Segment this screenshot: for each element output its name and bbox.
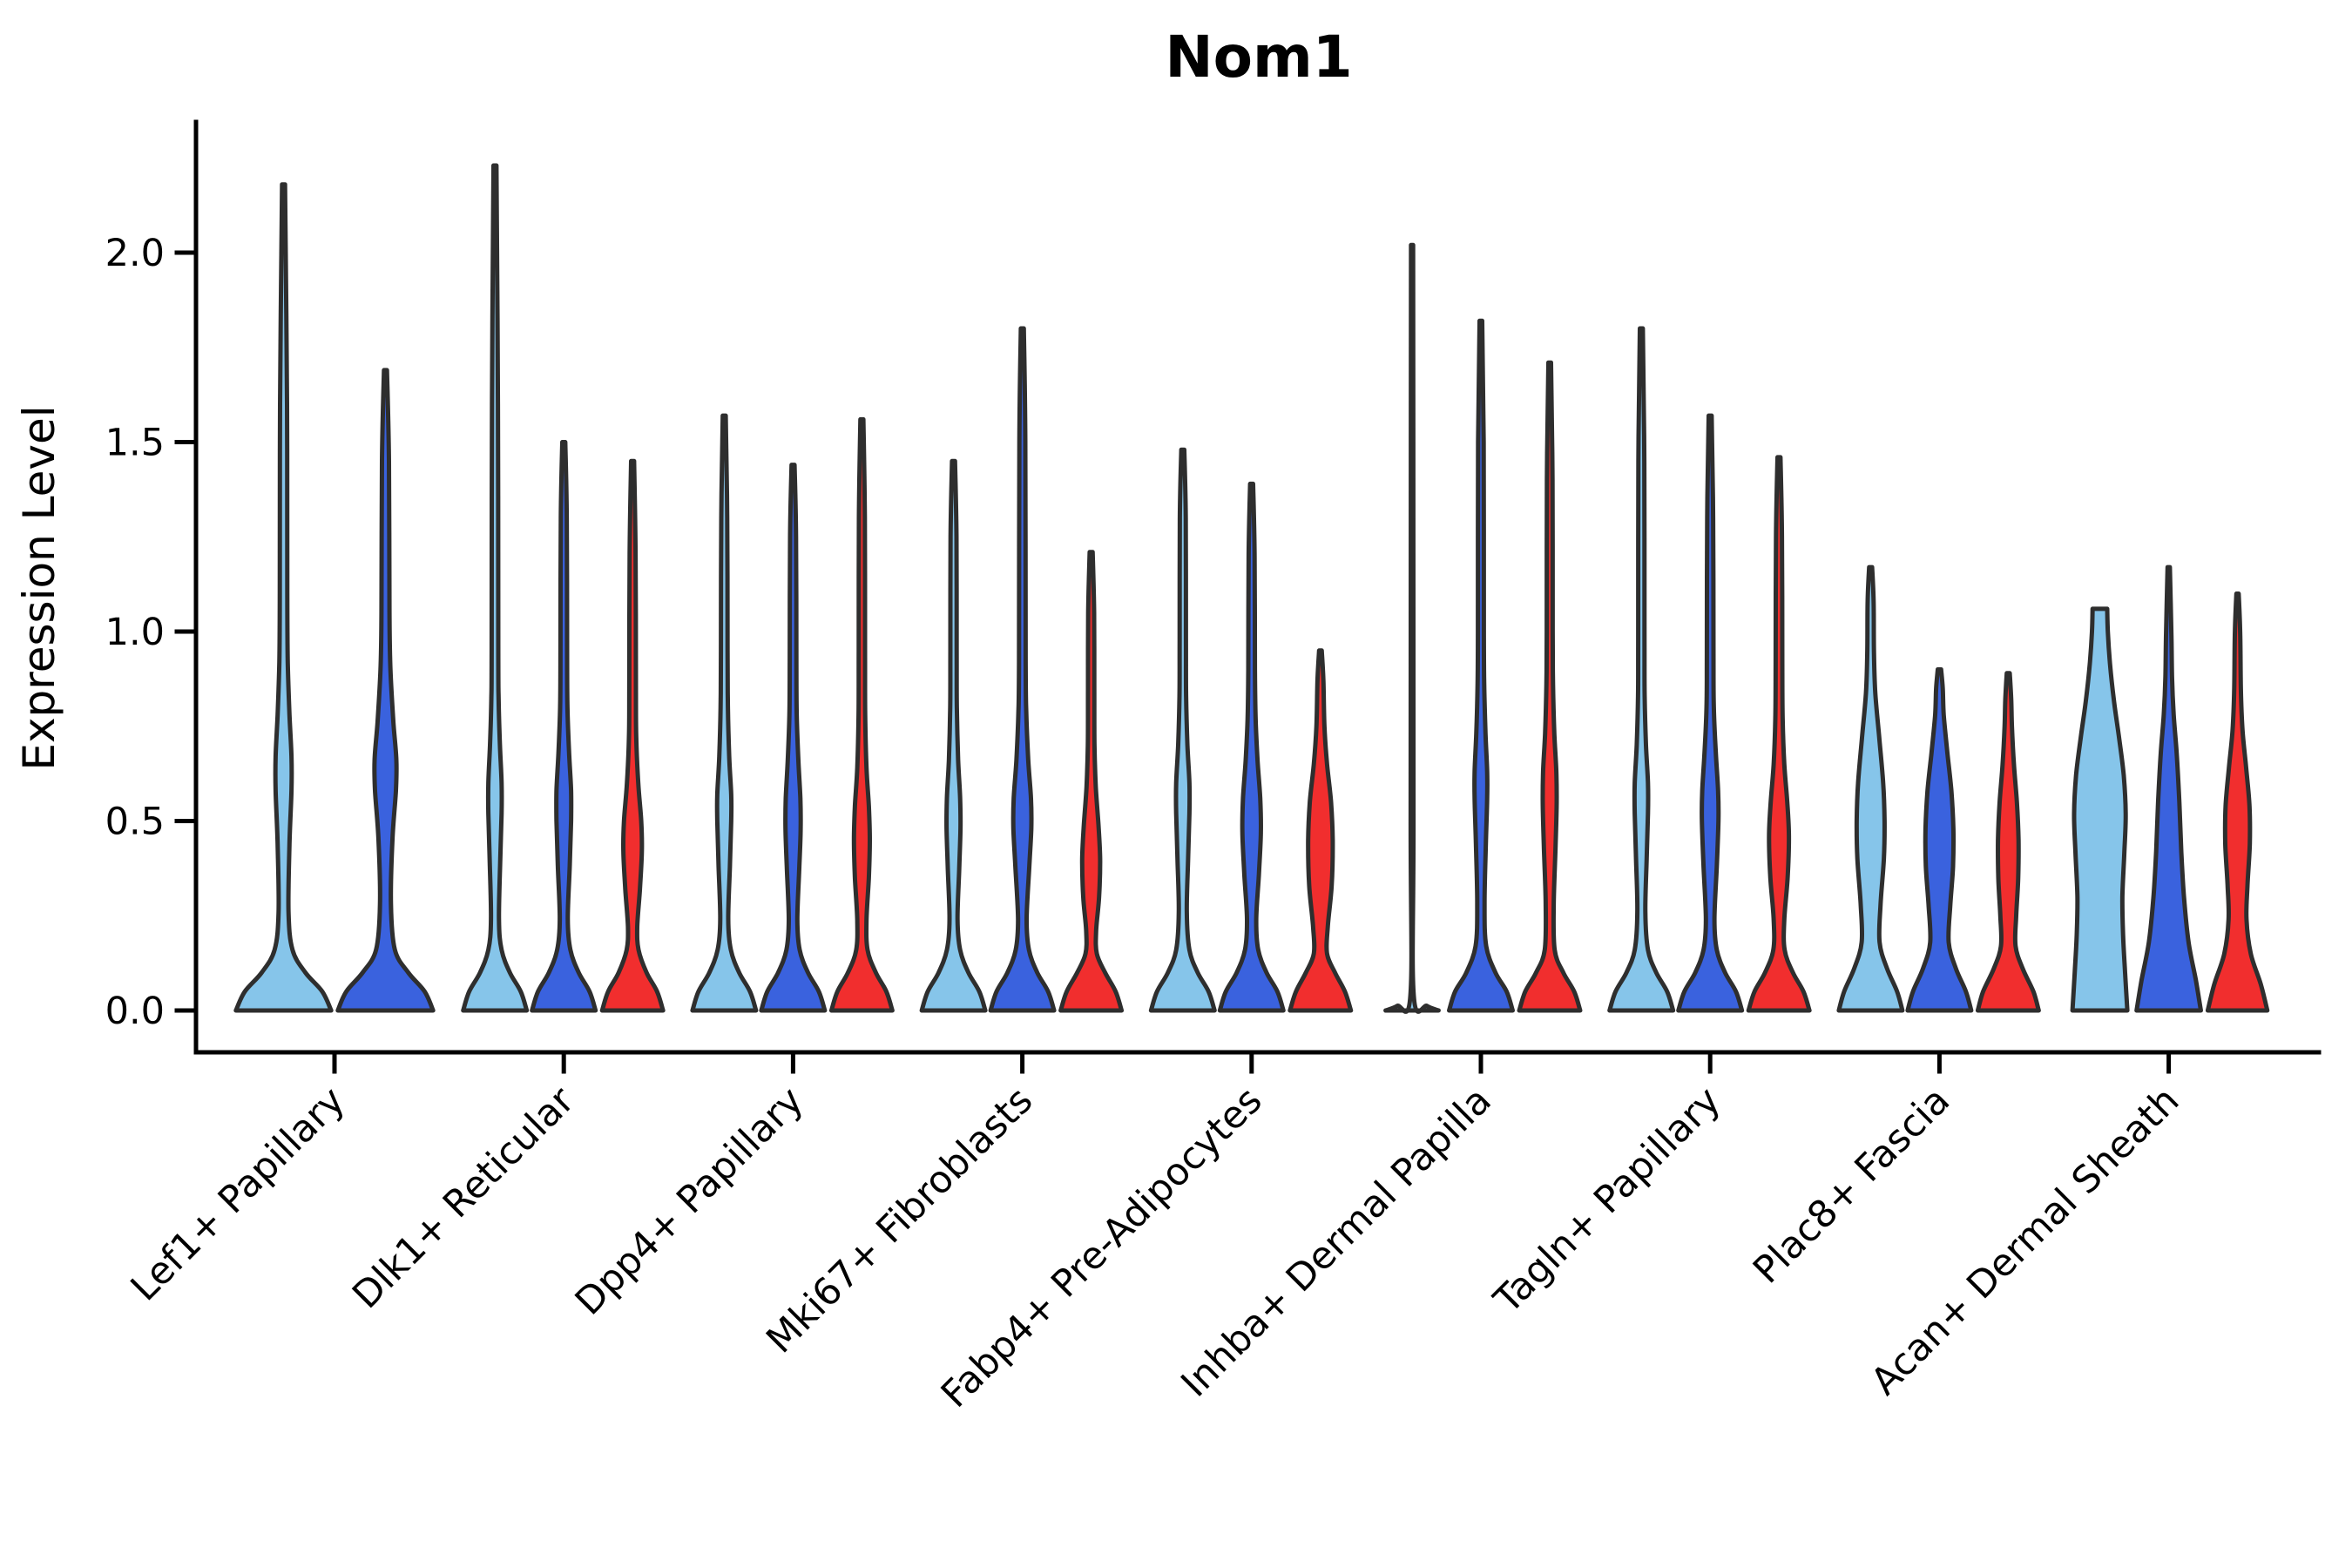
violin-dpp4-papillary-red: [828, 416, 895, 1013]
violin-mki67-fibroblasts-light_blue: [919, 458, 988, 1013]
y-tick-label: 1.0: [105, 611, 165, 654]
y-axis-label: Expression Level: [14, 405, 64, 770]
violin-mki67-fibroblasts-red: [1058, 550, 1125, 1013]
violin-dlk1-reticular-light_blue: [461, 163, 530, 1013]
violin-mki67-fibroblasts-dark_blue: [988, 326, 1057, 1013]
violin-acan-dermal-sheath-red: [2205, 591, 2270, 1013]
y-tick-label: 0.5: [105, 801, 165, 844]
violin-inhba-dermal-papilla-dark_blue: [1447, 318, 1515, 1013]
violin-group-1: [233, 182, 436, 1013]
violin-acan-dermal-sheath-dark_blue: [2134, 564, 2203, 1013]
violin-group-2: [461, 163, 666, 1013]
violin-group-5: [1148, 447, 1354, 1013]
violin-fabp4-pre-adipocytes-dark_blue: [1217, 481, 1286, 1013]
violin-fabp4-pre-adipocytes-red: [1288, 648, 1354, 1013]
violin-group-8: [1836, 564, 2041, 1013]
violin-group-9: [2070, 564, 2270, 1013]
y-tick-label: 0.0: [105, 990, 165, 1033]
y-tick-label: 2.0: [105, 232, 165, 275]
violin-dpp4-papillary-dark_blue: [759, 463, 828, 1013]
y-tick-label: 1.5: [105, 422, 165, 465]
violin-tagln-papillary-light_blue: [1607, 326, 1676, 1013]
x-tick-label: Lef1+ Papillary: [123, 1078, 354, 1309]
chart-title: Nom1: [1165, 24, 1352, 91]
violin-plac8-fascia-dark_blue: [1905, 667, 1974, 1013]
violin-dlk1-reticular-dark_blue: [530, 440, 598, 1013]
violin-group-6: [1383, 242, 1583, 1014]
violin-inhba-dermal-papilla-red: [1517, 360, 1583, 1013]
violin-acan-dermal-sheath-light_blue: [2070, 606, 2130, 1013]
violin-group-3: [690, 413, 895, 1013]
x-tick-label: Dlk1+ Reticular: [344, 1078, 583, 1317]
violin-plac8-fascia-light_blue: [1836, 564, 1905, 1013]
violin-group-4: [919, 326, 1125, 1013]
violins-layer: [233, 163, 2270, 1014]
violin-dpp4-papillary-light_blue: [690, 413, 759, 1013]
violin-inhba-dermal-papilla-light_blue: [1383, 242, 1441, 1014]
x-tick-label: Plac8+ Fascia: [1745, 1078, 1958, 1292]
violin-fabp4-pre-adipocytes-light_blue: [1148, 447, 1217, 1013]
violin-group-7: [1607, 326, 1812, 1013]
violin-plac8-fascia-red: [1975, 671, 2041, 1013]
violin-lef1-papillary-dark_blue: [335, 368, 436, 1013]
violin-lef1-papillary-light_blue: [233, 182, 334, 1013]
x-tick-label: Dpp4+ Papillary: [567, 1078, 812, 1323]
violin-dlk1-reticular-red: [599, 458, 666, 1013]
x-tick-label: Tagln+ Papillary: [1485, 1078, 1729, 1322]
violin-tagln-papillary-dark_blue: [1676, 413, 1745, 1013]
violin-tagln-papillary-red: [1746, 455, 1812, 1013]
